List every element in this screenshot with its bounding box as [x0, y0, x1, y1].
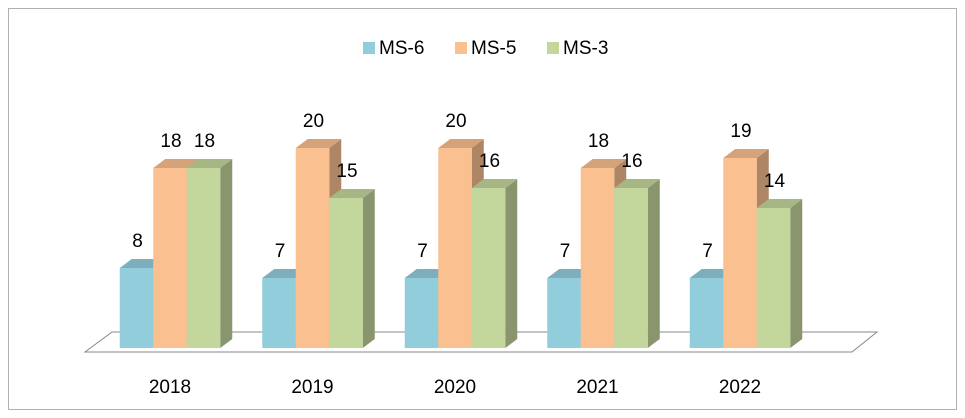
- bar: [756, 208, 791, 348]
- data-label: 15: [336, 161, 357, 182]
- legend-swatch: [363, 42, 375, 54]
- bar-top: [295, 139, 342, 148]
- bar: [471, 188, 506, 348]
- bar-side: [220, 159, 233, 348]
- legend-label: MS-5: [471, 38, 516, 59]
- data-label: 14: [764, 171, 786, 192]
- bar: [153, 168, 187, 348]
- bar: [404, 278, 439, 348]
- bar-side: [790, 199, 803, 348]
- bar-top: [723, 149, 769, 158]
- bar: [580, 168, 615, 348]
- bar: [329, 198, 363, 348]
- legend-label: MS-6: [379, 38, 424, 59]
- data-label: 19: [730, 121, 751, 142]
- data-label: 16: [479, 151, 500, 172]
- bar: [438, 148, 472, 348]
- bar-top: [329, 189, 375, 198]
- data-label: 18: [588, 131, 609, 152]
- x-tick-label: 2018: [149, 377, 191, 398]
- data-label: 7: [417, 241, 428, 262]
- bar-side: [362, 189, 375, 348]
- bar: [295, 148, 330, 348]
- x-tick-label: 2022: [719, 377, 761, 398]
- bar-top: [153, 159, 199, 168]
- x-tick-label: 2020: [434, 377, 476, 398]
- bar-side: [647, 179, 660, 348]
- bar-top: [438, 139, 484, 148]
- data-label: 18: [194, 131, 215, 152]
- bar-top: [580, 159, 627, 168]
- legend-swatch: [455, 42, 467, 54]
- legend-swatch: [547, 42, 559, 54]
- bar: [186, 168, 221, 348]
- x-tick-label: 2021: [576, 377, 618, 398]
- data-label: 18: [160, 131, 181, 152]
- bar: [689, 278, 724, 348]
- bar-top: [756, 199, 803, 208]
- bar: [614, 188, 648, 348]
- data-label: 7: [560, 241, 571, 262]
- legend-label: MS-3: [563, 38, 608, 59]
- bar-top: [614, 179, 660, 188]
- bar-top: [471, 179, 518, 188]
- bar-side: [505, 179, 518, 348]
- bar: [547, 278, 581, 348]
- bar-top: [186, 159, 233, 168]
- data-label: 20: [303, 111, 324, 132]
- bar: [119, 268, 154, 348]
- data-label: 20: [445, 111, 466, 132]
- bar: [723, 158, 757, 348]
- data-label: 16: [621, 151, 642, 172]
- data-label: 7: [275, 241, 286, 262]
- data-label: 8: [132, 231, 143, 252]
- bar: [262, 278, 296, 348]
- x-tick-label: 2019: [291, 377, 333, 398]
- data-label: 7: [702, 241, 713, 262]
